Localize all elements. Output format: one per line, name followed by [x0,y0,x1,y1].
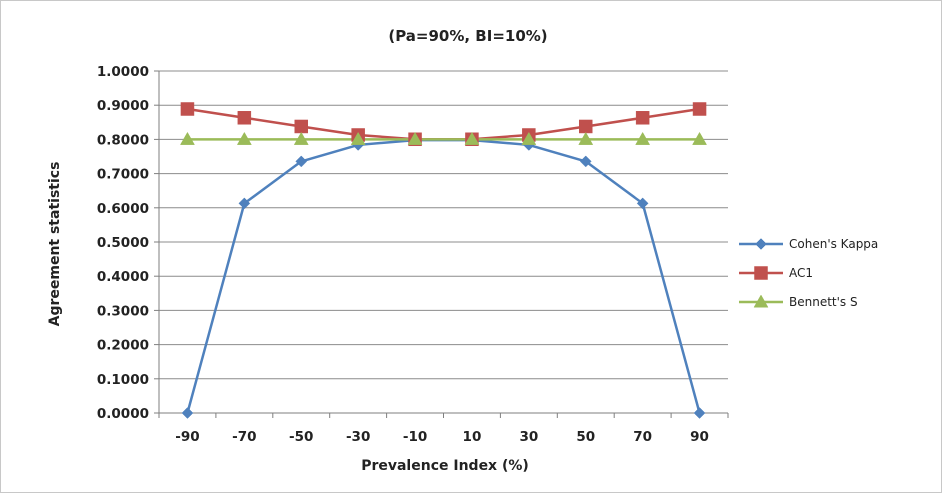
series-lines [186,107,701,414]
data-point [692,131,707,145]
y-tick-label: 0.1000 [97,372,149,388]
series-markers [180,102,707,419]
legend-marker [753,294,769,308]
data-point [180,102,195,116]
x-tick-label: -70 [232,429,256,445]
data-point [579,119,593,134]
x-tick-label: 10 [463,429,482,445]
x-tick-label: -50 [289,429,313,445]
data-point [181,407,194,419]
legend: Cohen's Kappa AC1 Bennett's S [739,237,878,309]
data-point [180,131,195,145]
data-point [692,102,707,116]
y-tick-label: 0.5000 [97,235,149,251]
data-point [237,111,252,125]
x-tick-label: 70 [633,429,652,445]
gridlines [159,70,728,380]
chart-title: (Pa=90%, BI=10%) [388,27,547,45]
y-tick-label: 0.2000 [97,338,149,354]
x-tick-label: -90 [175,429,199,445]
y-tick-label: 0.7000 [97,167,149,183]
x-tick-label: 90 [690,429,709,445]
legend-label: Cohen's Kappa [789,237,878,251]
data-point [693,407,706,419]
y-tick-label: 0.4000 [97,269,149,285]
data-point [238,197,251,210]
data-point [635,111,650,125]
x-tick-label: 50 [576,429,595,445]
legend-marker [755,238,767,250]
x-axis-label: Prevalence Index (%) [361,458,529,474]
data-point [294,119,308,134]
data-point [464,131,480,145]
data-point [295,155,308,168]
data-point [407,131,423,145]
data-point [350,131,366,145]
y-tick-label: 0.0000 [97,406,149,422]
data-point [521,131,537,145]
y-tick-label: 0.3000 [97,303,149,319]
y-axis-ticks: 0.0000 0.1000 0.2000 0.3000 0.4000 0.5000 0.60… [97,64,149,422]
data-point [579,155,592,168]
data-point [578,131,594,145]
y-tick-label: 0.8000 [97,132,149,148]
x-tick-label: -10 [403,429,427,445]
x-axis-ticks: -90 -70 -50 -30 -10 10 30 50 70 90 [175,429,709,445]
y-tick-label: 0.6000 [97,201,149,217]
legend-label: Bennett's S [789,295,858,309]
data-point [636,197,649,210]
legend-marker [754,266,768,280]
data-point [293,131,309,145]
y-axis-label: Agreement statistics [47,162,63,327]
y-tick-label: 0.9000 [97,98,149,114]
x-tick-label: 30 [519,429,538,445]
series-line [187,107,700,141]
x-tick-label: -30 [346,429,370,445]
y-tick-label: 1.0000 [97,64,149,80]
data-point [236,131,252,145]
axes [154,70,729,418]
legend-label: AC1 [789,266,813,280]
data-point [635,131,651,145]
